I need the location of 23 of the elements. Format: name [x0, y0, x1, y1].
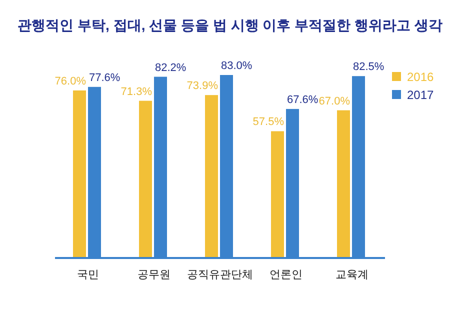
- data-label: 82.2%: [155, 62, 186, 74]
- data-label: 73.9%: [186, 80, 218, 92]
- data-label: 57.5%: [252, 116, 284, 128]
- x-tick-label: 공직유관단체: [187, 269, 253, 281]
- bar: [139, 100, 152, 258]
- data-label: 76.0%: [54, 75, 86, 88]
- x-tick-label: 공무원: [138, 269, 170, 281]
- data-label: 67.0%: [318, 95, 350, 108]
- bar: [73, 90, 86, 258]
- data-label: 82.5%: [353, 61, 384, 74]
- bar: [337, 110, 350, 258]
- legend-label: 2016: [407, 70, 434, 84]
- bar: [271, 131, 284, 258]
- data-label: 71.3%: [120, 86, 152, 98]
- legend-label: 2017: [407, 88, 434, 102]
- x-tick-label: 교육계: [336, 269, 368, 281]
- x-tick-label: 국민: [77, 269, 99, 281]
- chart-title: 관행적인 부탁, 접대, 선물 등을 법 시행 이후 부적절한 행위라고 생각: [18, 17, 442, 33]
- bar: [205, 95, 218, 258]
- data-label: 67.6%: [287, 94, 318, 106]
- data-label: 77.6%: [89, 72, 120, 84]
- data-label: 83.0%: [221, 60, 252, 72]
- x-tick-label: 언론인: [270, 269, 302, 281]
